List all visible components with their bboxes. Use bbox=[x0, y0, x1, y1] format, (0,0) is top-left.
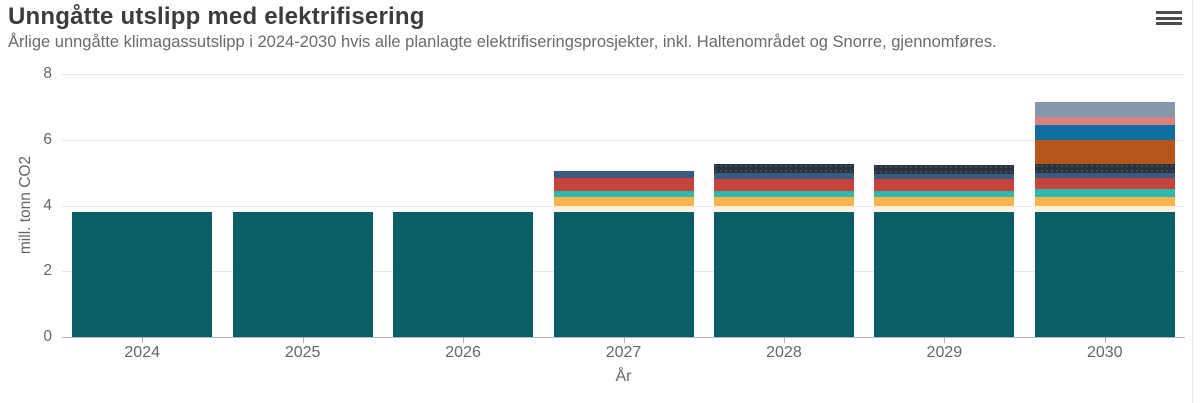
bar-segment-turquoise[interactable] bbox=[874, 190, 1015, 198]
hamburger-bar bbox=[1156, 22, 1182, 25]
x-tick-label: 2027 bbox=[605, 344, 642, 361]
bar-segment-gray-blue[interactable] bbox=[1034, 101, 1175, 117]
bar-segment-navy[interactable] bbox=[1034, 172, 1175, 178]
bar-segment-blue[interactable] bbox=[1034, 124, 1175, 140]
hamburger-bar bbox=[1156, 11, 1182, 14]
bar-segment-cream[interactable] bbox=[553, 205, 694, 213]
chart-title: Unngåtte utslipp med elektrifisering bbox=[8, 3, 425, 30]
bar-segment-teal-base[interactable] bbox=[232, 212, 373, 337]
bar-segment-teal-base[interactable] bbox=[874, 212, 1015, 337]
bar-segment-charcoal[interactable] bbox=[874, 164, 1015, 174]
y-gridline bbox=[62, 139, 1185, 141]
bar-segment-navy[interactable] bbox=[874, 173, 1015, 180]
x-tick-mark bbox=[944, 337, 946, 343]
x-axis-title: År bbox=[615, 368, 632, 385]
x-tick-label: 2024 bbox=[124, 344, 160, 361]
bar-segment-orange[interactable] bbox=[1034, 197, 1175, 206]
bar-segment-cream[interactable] bbox=[874, 205, 1015, 213]
y-tick-label: 4 bbox=[43, 196, 52, 214]
y-tick-label: 8 bbox=[43, 65, 52, 82]
y-tick-label: 6 bbox=[43, 130, 52, 148]
x-tick-label: 2026 bbox=[445, 344, 481, 361]
bar-segment-turquoise[interactable] bbox=[713, 190, 854, 198]
x-tick-mark bbox=[142, 337, 144, 343]
hamburger-icon[interactable] bbox=[1154, 6, 1186, 30]
bar-segment-navy[interactable] bbox=[553, 170, 694, 178]
bar-segment-teal-base[interactable] bbox=[1034, 212, 1175, 337]
hamburger-bar bbox=[1156, 16, 1182, 20]
bar-segment-charcoal[interactable] bbox=[713, 164, 854, 174]
bar-segment-orange[interactable] bbox=[874, 197, 1015, 206]
bar-segment-charcoal[interactable] bbox=[1034, 164, 1175, 173]
x-tick-mark bbox=[463, 337, 465, 343]
bar-segment-red[interactable] bbox=[713, 179, 854, 191]
bar-segment-orange[interactable] bbox=[713, 197, 854, 206]
bar-segment-brown[interactable] bbox=[1034, 139, 1175, 165]
y-tick-label: 0 bbox=[43, 328, 52, 345]
bar-segment-red[interactable] bbox=[1034, 177, 1175, 190]
y-tick-label: 2 bbox=[43, 262, 52, 280]
bar-segment-teal-base[interactable] bbox=[393, 212, 534, 337]
bar-segment-red[interactable] bbox=[553, 177, 694, 191]
x-tick-label: 2025 bbox=[284, 344, 321, 361]
bar-segment-cream[interactable] bbox=[713, 205, 854, 213]
x-tick-mark bbox=[1104, 337, 1106, 343]
chart-subtitle: Årlige unngåtte klimagassutslipp i 2024-… bbox=[8, 33, 997, 51]
bar-segment-navy[interactable] bbox=[713, 173, 854, 180]
x-tick-mark bbox=[623, 337, 625, 343]
x-tick-label: 2029 bbox=[926, 344, 963, 361]
right-edge-divider bbox=[1192, 0, 1193, 403]
bar-segment-orange[interactable] bbox=[553, 197, 694, 206]
bar-segment-turquoise[interactable] bbox=[1034, 189, 1175, 198]
x-tick-label: 2030 bbox=[1086, 344, 1123, 361]
bar-segment-turquoise[interactable] bbox=[553, 190, 694, 198]
x-tick-mark bbox=[302, 337, 304, 343]
bar-segment-teal-base[interactable] bbox=[713, 212, 854, 337]
x-tick-mark bbox=[783, 337, 785, 343]
bar-segment-salmon[interactable] bbox=[1034, 116, 1175, 125]
bar-segment-cream[interactable] bbox=[1034, 205, 1175, 213]
bar-segment-red[interactable] bbox=[874, 179, 1015, 191]
bar-segment-teal-base[interactable] bbox=[553, 212, 694, 337]
x-tick-label: 2028 bbox=[766, 344, 802, 361]
y-gridline bbox=[62, 74, 1185, 75]
bar-segment-teal-base[interactable] bbox=[72, 212, 213, 337]
